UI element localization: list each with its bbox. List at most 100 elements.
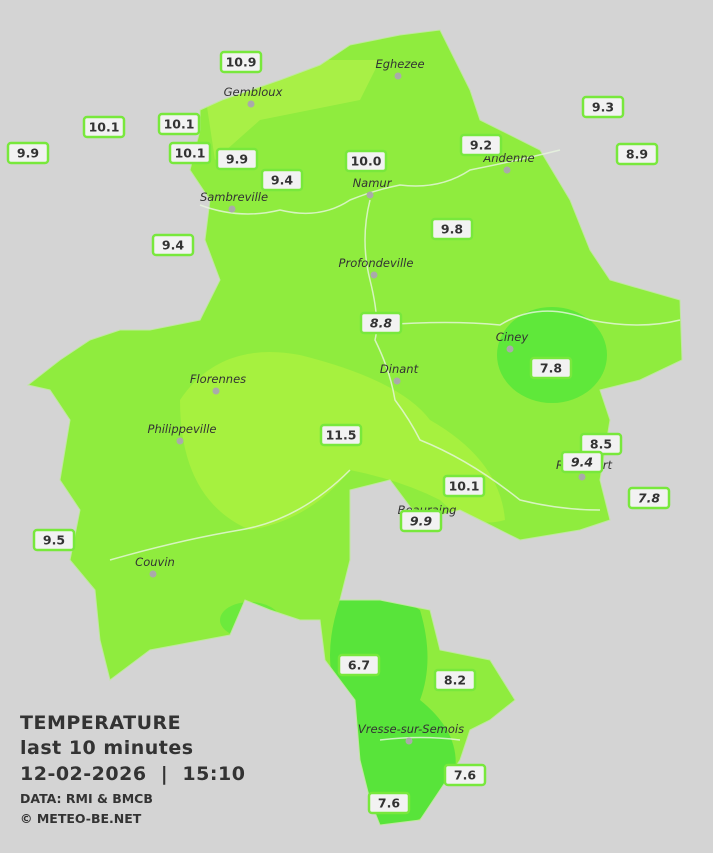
station: 9.9 [6, 141, 50, 165]
station-value: 10.9 [226, 55, 257, 70]
station-value: 10.1 [449, 479, 480, 494]
station-box [459, 133, 503, 157]
station-box [359, 311, 403, 335]
station: 7.8 [529, 356, 573, 380]
station-value: 10.1 [89, 120, 120, 135]
city-dot [247, 100, 255, 108]
city-dot [405, 737, 413, 745]
station-value: 7.8 [638, 491, 660, 506]
city-label: Couvin [135, 555, 175, 569]
station: 9.3 [581, 95, 625, 119]
station-box [560, 450, 604, 474]
station: 6.7 [337, 653, 381, 677]
station: 10.9 [219, 50, 263, 74]
station: 9.9 [399, 509, 443, 533]
river [379, 310, 681, 326]
city-dot [393, 377, 401, 385]
rivers [109, 149, 681, 741]
station: 10.0 [344, 149, 388, 173]
station-value: 7.8 [540, 361, 562, 376]
station-value: 9.8 [441, 222, 463, 237]
city-label: Ciney [496, 330, 529, 344]
station-box [529, 356, 573, 380]
station-box [260, 168, 304, 192]
station-value: 9.9 [226, 152, 248, 167]
station-value: 9.4 [271, 173, 293, 188]
station: 8.9 [615, 142, 659, 166]
station-value: 9.4 [571, 455, 593, 470]
station-box [581, 95, 625, 119]
station-box [430, 217, 474, 241]
river [199, 149, 561, 215]
city-dot [506, 345, 514, 353]
station-box [215, 147, 259, 171]
city-dot [212, 387, 220, 395]
station-box [627, 486, 671, 510]
legend-datetime: 12-02-2026 | 15:10 [20, 763, 246, 785]
station-value: 7.6 [454, 768, 476, 783]
legend-source: DATA: RMI & BMCB [20, 791, 153, 806]
station: 9.2 [459, 133, 503, 157]
station-box [219, 50, 263, 74]
city-dot [149, 570, 157, 578]
city-label: Dinant [380, 362, 419, 376]
city-dot [578, 473, 586, 481]
station-box [443, 763, 487, 787]
station-value: 9.9 [410, 514, 432, 529]
city-label: Eghezee [375, 57, 424, 71]
station-box [433, 668, 477, 692]
station-box [442, 474, 486, 498]
station-box [32, 528, 76, 552]
stations: 10.9 10.1 10.1 9.9 10.1 9.9 9.4 10.0 9.2 9.3 8.9 9.… [6, 50, 671, 815]
station-value: 8.8 [370, 316, 392, 331]
city-label: Vresse-sur-Semois [358, 722, 464, 736]
station-box [157, 112, 201, 136]
station-box [337, 653, 381, 677]
city-dot [394, 72, 402, 80]
station-value: 7.6 [378, 796, 400, 811]
station-value: 9.2 [470, 138, 492, 153]
station-value: 9.3 [592, 100, 614, 115]
station: 9.4 [151, 233, 195, 257]
station: 10.1 [442, 474, 486, 498]
station: 9.8 [430, 217, 474, 241]
station-value: 11.5 [326, 428, 357, 443]
station-box [399, 509, 443, 533]
river [364, 199, 601, 511]
city-label: Sambreville [200, 190, 268, 204]
legend-period: last 10 minutes [20, 737, 194, 759]
station-box [319, 423, 363, 447]
city-label: Philippeville [148, 422, 217, 436]
city-dot [176, 437, 184, 445]
station-value: 8.5 [590, 437, 612, 452]
station-box [344, 149, 388, 173]
river [109, 469, 351, 561]
river [379, 736, 461, 741]
station-value: 6.7 [348, 658, 370, 673]
station: 9.4 [560, 450, 604, 474]
city-dot [228, 205, 236, 213]
station-value: 8.9 [626, 147, 648, 162]
station-value: 10.1 [175, 146, 206, 161]
station: 8.5 [579, 432, 623, 456]
station-value: 10.0 [351, 154, 382, 169]
city-label: Gembloux [224, 85, 283, 99]
station: 8.8 [359, 311, 403, 335]
city-label: Namur [353, 176, 393, 190]
station-box [6, 141, 50, 165]
station: 10.1 [82, 115, 126, 139]
cool-zone [220, 602, 280, 638]
station-value: 9.9 [17, 146, 39, 161]
legend-title: TEMPERATURE [20, 712, 182, 734]
station: 9.9 [215, 147, 259, 171]
station: 7.8 [627, 486, 671, 510]
station: 9.5 [32, 528, 76, 552]
station-value: 9.4 [162, 238, 184, 253]
station-value: 9.5 [43, 533, 65, 548]
station: 10.1 [168, 141, 212, 165]
station-box [367, 791, 411, 815]
city-label: Florennes [190, 372, 246, 386]
station: 9.4 [260, 168, 304, 192]
station-box [151, 233, 195, 257]
